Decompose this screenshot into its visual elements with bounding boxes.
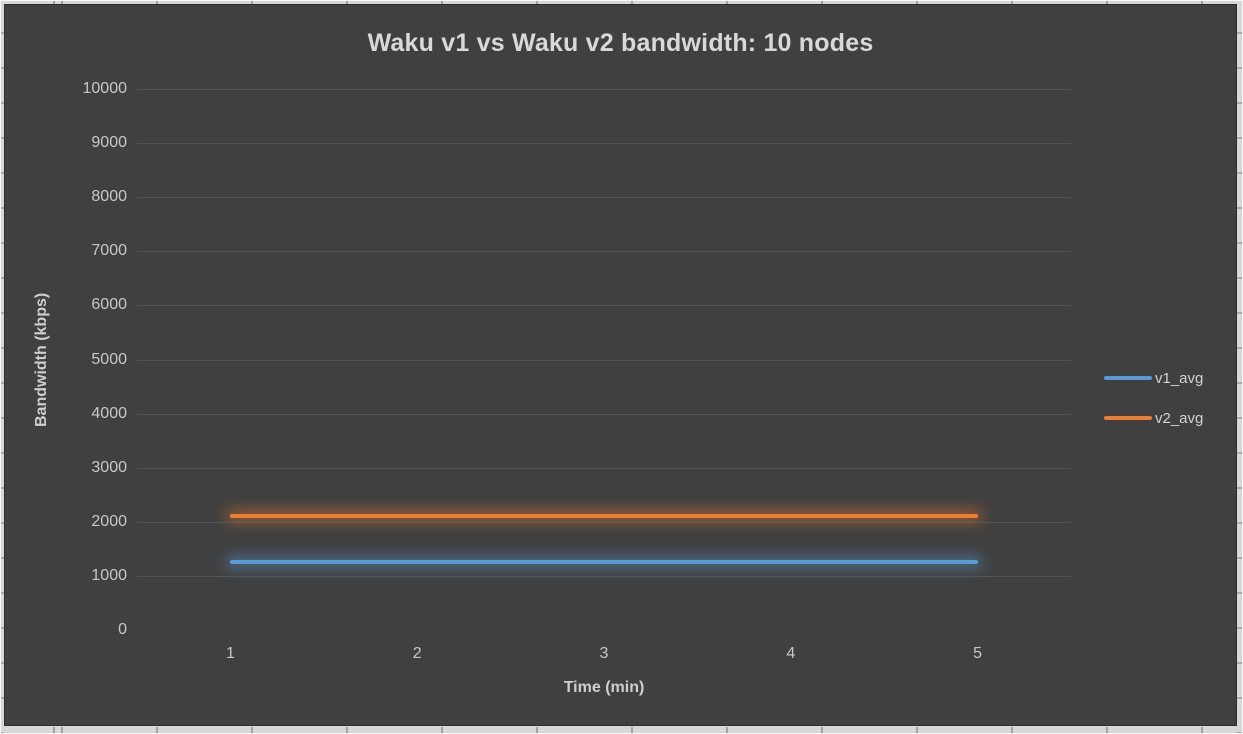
gridline [137, 197, 1071, 199]
gridline [137, 305, 1071, 307]
gridline [137, 359, 1071, 361]
y-tick-label: 0 [118, 621, 127, 638]
plot-area [137, 89, 1071, 630]
x-tick-label: 3 [599, 645, 609, 662]
y-tick-label: 5000 [91, 350, 127, 368]
sheet-row-gridline-ticks-right [1237, 0, 1242, 734]
y-tick-label: 4000 [91, 404, 127, 422]
legend-item-v2-avg: v2_avg [1104, 398, 1203, 438]
sheet-row-gridline-ticks-left [0, 0, 4, 734]
legend-label: v1_avg [1155, 369, 1204, 387]
x-tick-label: 1 [225, 645, 235, 662]
legend: v1_avg v2_avg [1104, 358, 1203, 438]
chart-title: Waku v1 vs Waku v2 bandwidth: 10 nodes [367, 29, 874, 57]
y-tick-label: 7000 [91, 242, 127, 260]
y-tick-label: 6000 [91, 296, 127, 314]
legend-line-swatch-v1 [1104, 376, 1152, 380]
y-tick-label: 8000 [91, 188, 127, 206]
gridline [137, 575, 1071, 577]
gridline [137, 521, 1071, 523]
x-tick-label: 5 [973, 645, 983, 662]
x-tick-label: 2 [412, 645, 422, 662]
sheet-column-gridline-ticks-bottom [0, 727, 1243, 733]
series-line-v1_avg [230, 560, 978, 565]
y-tick-label: 3000 [91, 458, 127, 476]
x-axis-title: Time (min) [563, 679, 645, 696]
legend-item-v1-avg: v1_avg [1104, 358, 1203, 398]
y-tick-label: 2000 [91, 512, 127, 530]
legend-label: v2_avg [1155, 409, 1204, 427]
gridline [137, 413, 1071, 415]
series-line-v2_avg [230, 514, 978, 519]
gridline [137, 143, 1071, 145]
chart-object[interactable]: Waku v1 vs Waku v2 bandwidth: 10 nodes B… [4, 4, 1237, 726]
sheet-column-gridline-ticks-top [0, 0, 1243, 4]
y-tick-label: 1000 [91, 566, 127, 584]
y-tick-label: 9000 [91, 134, 127, 152]
gridline [137, 467, 1071, 469]
x-tick-label: 4 [786, 645, 796, 662]
y-tick-label: 10000 [82, 80, 128, 97]
gridline [137, 89, 1071, 90]
legend-line-swatch-v2 [1104, 416, 1152, 420]
gridline [137, 251, 1071, 253]
